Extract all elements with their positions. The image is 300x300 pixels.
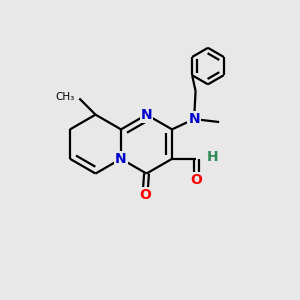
Text: N: N <box>141 108 152 122</box>
Text: N: N <box>115 152 127 166</box>
Text: N: N <box>188 112 200 126</box>
Text: O: O <box>190 173 202 187</box>
Text: O: O <box>139 188 151 202</box>
Text: CH₃: CH₃ <box>56 92 75 102</box>
Text: H: H <box>207 150 218 164</box>
